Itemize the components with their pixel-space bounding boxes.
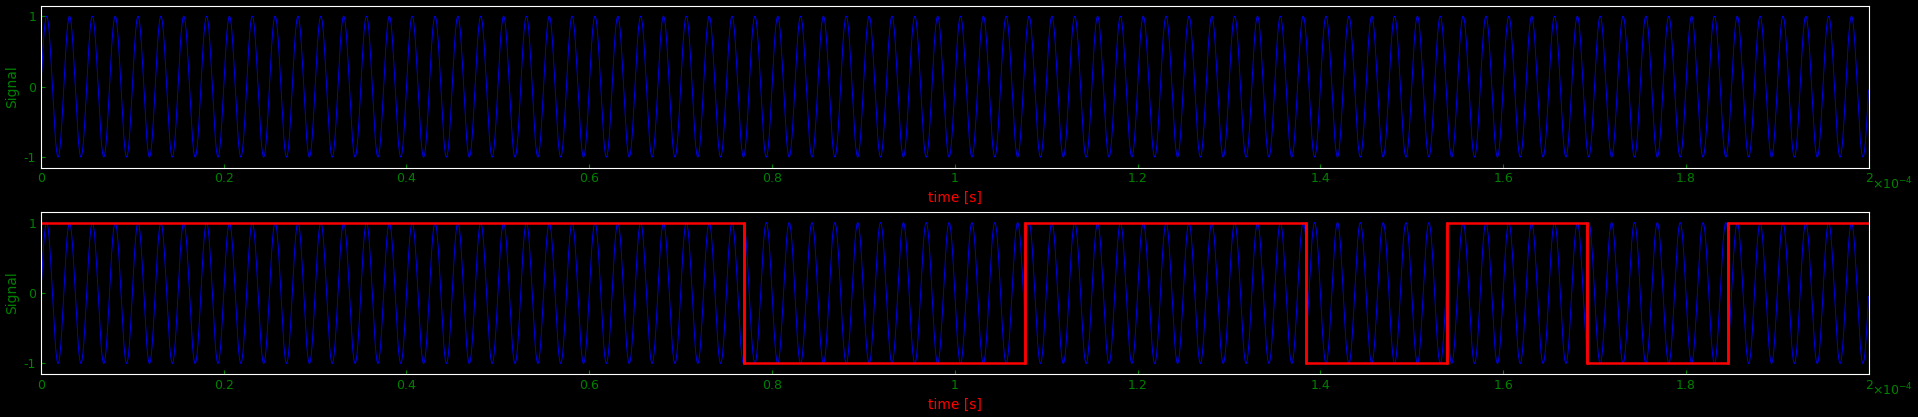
Y-axis label: Signal: Signal — [6, 65, 19, 108]
X-axis label: time [s]: time [s] — [928, 191, 982, 205]
Text: $\times10^{-4}$: $\times10^{-4}$ — [1872, 382, 1912, 399]
Y-axis label: Signal: Signal — [6, 271, 19, 314]
X-axis label: time [s]: time [s] — [928, 397, 982, 412]
Text: $\times10^{-4}$: $\times10^{-4}$ — [1872, 176, 1912, 192]
